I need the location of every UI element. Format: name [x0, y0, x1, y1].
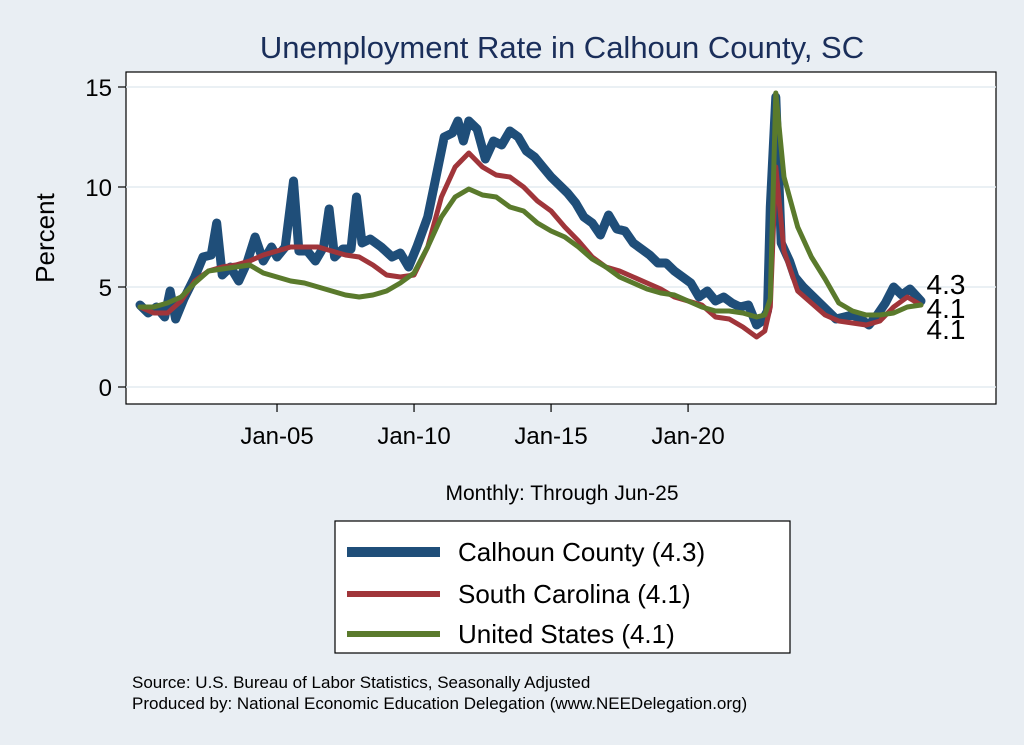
series-line-3 — [137, 90, 924, 320]
source-line-2: Produced by: National Economic Education… — [132, 694, 747, 713]
chart-title: Unemployment Rate in Calhoun County, SC — [260, 30, 864, 65]
y-tick-label: 15 — [85, 75, 112, 102]
source-line-1: Source: U.S. Bureau of Labor Statistics,… — [132, 673, 590, 692]
y-tick-label: 0 — [99, 375, 112, 402]
x-axis: Jan-05 Jan-10 Jan-15 Jan-20 — [240, 404, 725, 450]
x-axis-label: Monthly: Through Jun-25 — [445, 482, 678, 505]
x-tick-label: Jan-20 — [651, 423, 724, 450]
y-tick-label: 5 — [99, 275, 112, 302]
y-axis: 0 5 10 15 — [85, 75, 126, 402]
end-label-1: 4.3 — [927, 269, 966, 300]
end-label-2: 4.1 — [927, 293, 966, 324]
x-tick-label: Jan-15 — [514, 423, 587, 450]
end-label-3: 4.1 — [927, 314, 966, 345]
y-axis-label: Percent — [30, 192, 60, 282]
y-tick-label: 10 — [85, 175, 112, 202]
end-labels: 4.34.14.1 — [927, 269, 966, 345]
series-lines — [135, 90, 926, 340]
series-line-2 — [137, 150, 924, 340]
legend-label-3: United States (4.1) — [458, 619, 675, 649]
legend-items: Calhoun County (4.3) South Carolina (4.1)… — [347, 537, 705, 649]
x-tick-label: Jan-05 — [240, 423, 313, 450]
x-tick-label: Jan-10 — [377, 423, 450, 450]
legend-label-2: South Carolina (4.1) — [458, 579, 691, 609]
legend-label-1: Calhoun County (4.3) — [458, 537, 705, 567]
